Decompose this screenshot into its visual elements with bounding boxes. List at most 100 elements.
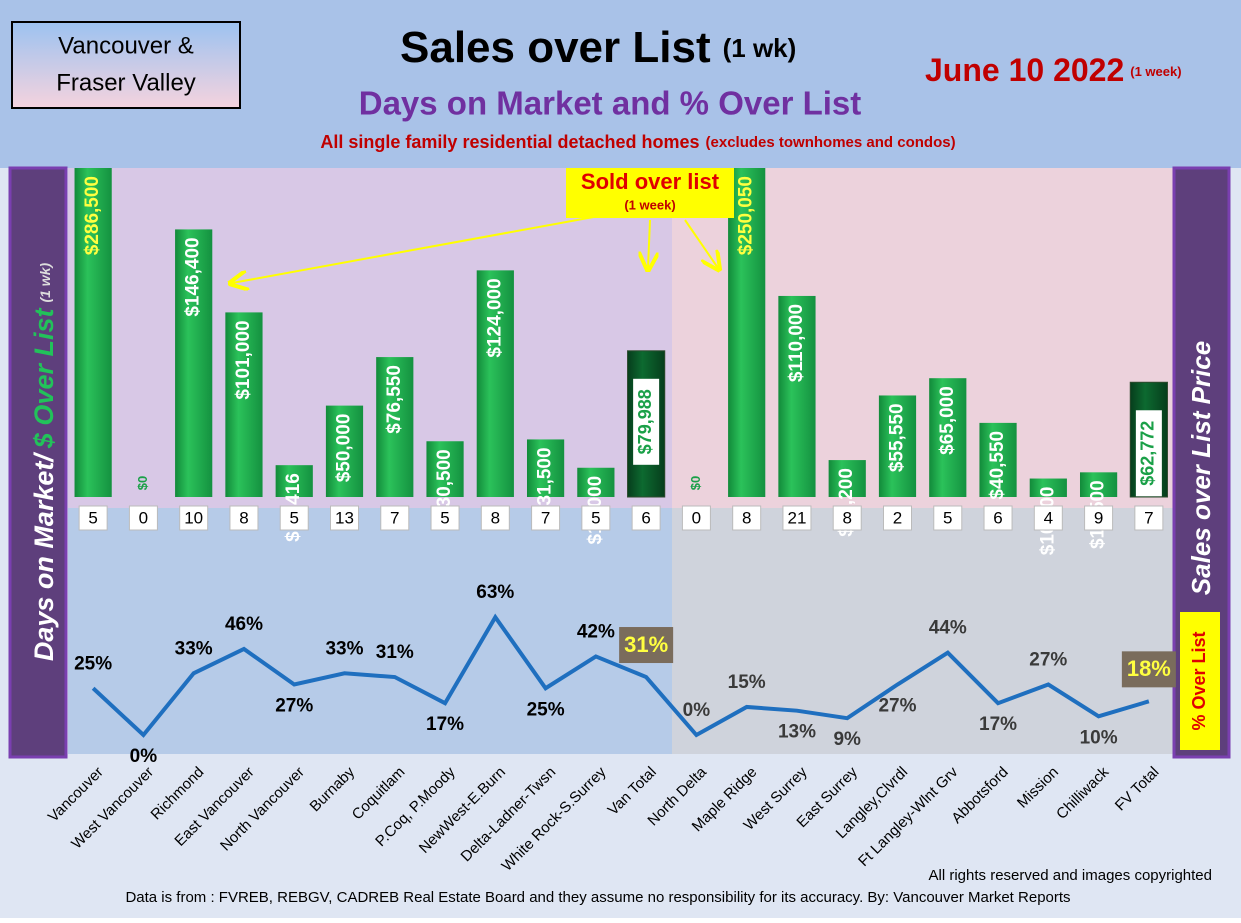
bar-value-label: $79,988 [635,389,655,454]
total-pct-box [1121,651,1176,688]
days-box [933,505,963,531]
pct-label: 63% [476,582,514,603]
bar-value-label: $40,550 [987,431,1008,500]
bar-value-label: $286,500 [82,176,103,255]
bar [225,312,263,497]
bar [476,270,514,497]
days-box [581,505,611,531]
total-label-box [1135,410,1162,497]
bar [325,405,364,497]
bar-value-label: $50,000 [334,414,355,483]
pct-label: 13% [778,722,816,743]
title: Sales over List [400,23,711,72]
van-lower-zone [68,508,672,754]
days-on-market: 2 [893,508,902,527]
pct-label: 0% [683,700,711,721]
left-panel [8,166,68,759]
callout-box [566,168,734,218]
bar [1029,478,1067,497]
subtitle: Days on Market and % Over List [359,85,862,122]
days-on-market: 7 [390,508,399,527]
pct-label: 18% [1127,656,1171,681]
pct-label: 25% [527,699,565,720]
days-box [380,505,410,531]
line-label-box [1180,612,1220,750]
days-box [983,505,1013,531]
days-box [229,505,259,531]
bar-value-label: $30,500 [434,449,455,518]
bar [577,467,615,497]
van-upper-zone [68,168,672,508]
source: Data is from : FVREB, REBGV, CADREB Real… [125,889,1070,906]
badge-line: Fraser Valley [56,69,196,96]
bar-value-label: $0 [135,476,150,490]
days-box [1033,505,1063,531]
right-label: Sales over List Price [1186,341,1216,595]
bar [1079,472,1118,497]
days-box [1084,505,1114,531]
days-box [279,505,309,531]
bars [74,168,1168,498]
pct-label: 9% [833,729,861,750]
pct-label: 31% [624,632,668,657]
days-on-market: 0 [139,508,148,527]
pct-line [91,613,1150,738]
days-on-market: 4 [1044,508,1053,527]
days-box [128,505,158,531]
date-note: (1 week) [1130,64,1181,79]
pct-label: 10% [1080,727,1118,748]
days-box [782,505,812,531]
badge-box [11,21,241,109]
line-label: % Over List [1189,631,1209,730]
subtitle-2: All single family residential detached h… [320,132,699,152]
badge-line: Vancouver & [58,32,194,59]
bar-value-label: $110,000 [786,304,807,382]
days-on-market: 8 [491,508,500,527]
days-box [732,505,762,531]
days-box [883,505,912,531]
days-on-market: 7 [1144,508,1153,527]
bar [728,168,766,497]
days-on-market: 13 [335,508,354,527]
bar [878,395,917,497]
days-on-market: 5 [440,508,449,527]
days-box [179,505,209,531]
pct-label: 33% [325,638,363,659]
bar-value-label: $250,050 [736,176,757,255]
days-on-market: 8 [842,508,851,527]
footer: All rights reserved and images copyright… [929,867,1212,884]
y-label-2: $ Over List [29,308,59,450]
days-on-market: 6 [993,508,1002,527]
pct-label: 44% [929,618,967,639]
bar-value-label: $101,000 [233,320,254,399]
days-box [531,505,561,531]
callout-arrow [648,219,650,268]
total-label-box [633,378,660,465]
days-on-market: 9 [1094,508,1103,527]
pct-label: 25% [74,653,112,674]
callout: Sold over list [581,169,720,194]
days-box [631,505,661,531]
bar [929,378,967,497]
days-on-market: 5 [591,508,600,527]
bar-value-label: $62,772 [1138,421,1158,486]
days-on-market: 8 [239,508,248,527]
days-on-market: 21 [787,508,806,527]
pct-label: 17% [979,714,1017,735]
y-label-note: (1 wk) [37,263,53,303]
days-box [480,505,510,531]
bar-value-label: $0 [688,476,703,490]
pct-label: 42% [577,621,615,642]
bar [175,229,213,497]
pct-label: 27% [1029,650,1067,671]
subtitle-2-group: All single family residential detached h… [320,132,955,152]
pct-label: 27% [275,696,313,717]
pct-label: 0% [130,746,158,767]
days-on-market: 7 [541,508,550,527]
bar [376,357,414,497]
bar [275,465,313,497]
days-box [832,505,862,531]
total-pct-box [619,627,674,664]
days-on-market: 0 [692,508,701,527]
y-label: Days on Market/ [29,452,59,662]
